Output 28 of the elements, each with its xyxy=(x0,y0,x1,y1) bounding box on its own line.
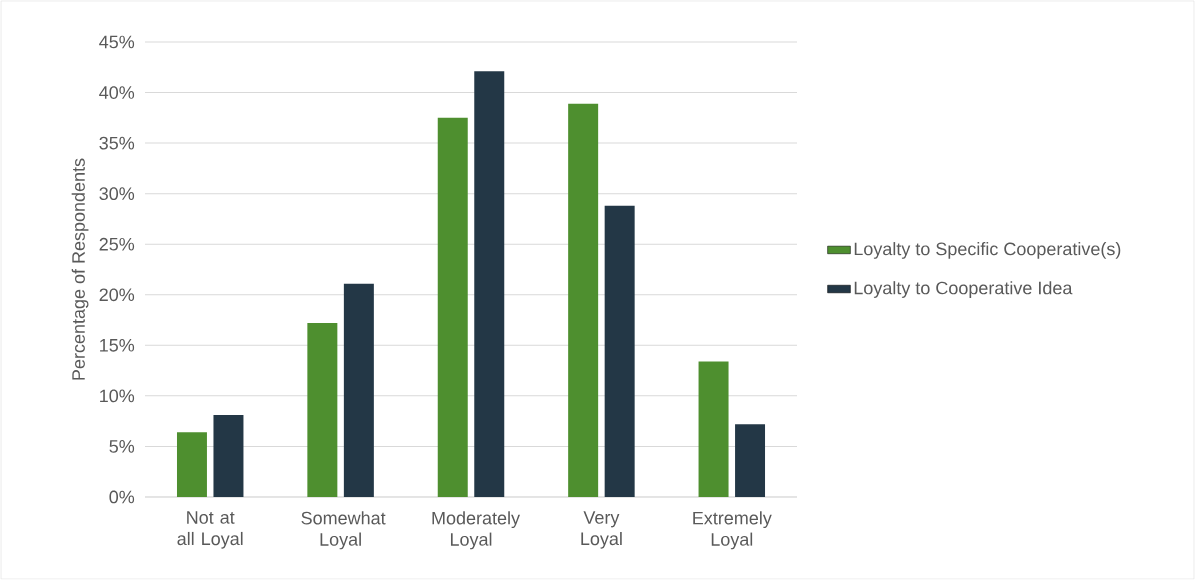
y-tick-label: 25% xyxy=(99,237,135,251)
y-tick-label: 0% xyxy=(109,490,135,504)
y-tick-label: 20% xyxy=(99,288,135,302)
x-tick-label: Somewhat Loyal xyxy=(301,511,386,550)
bar xyxy=(176,432,207,497)
bar xyxy=(343,283,374,497)
x-tick-label: Moderately Loyal xyxy=(432,511,521,550)
y-tick-label: 30% xyxy=(99,187,135,201)
y-tick-label: 5% xyxy=(109,440,135,453)
bar xyxy=(698,361,729,497)
y-tick-label: 45% xyxy=(99,35,135,49)
bar xyxy=(474,71,505,497)
legend-label: Loyalty to Specific Cooperative(s) xyxy=(854,242,1121,259)
bar xyxy=(437,117,468,497)
y-tick-label: 15% xyxy=(100,338,135,352)
y-tick-label: 40% xyxy=(99,86,135,99)
bar xyxy=(568,103,599,497)
y-tick-label: 10% xyxy=(100,389,135,403)
x-tick-label: Very Loyal xyxy=(581,511,622,549)
y-tick-label: 35% xyxy=(99,136,135,150)
x-tick-label: Not at all Loyal xyxy=(177,511,243,549)
bar xyxy=(213,415,244,497)
legend-label: Loyalty to Cooperative Idea xyxy=(854,281,1073,298)
bar xyxy=(604,205,635,497)
bar xyxy=(735,424,766,497)
y-axis-title: Percentage of Respondents xyxy=(71,158,89,380)
bar xyxy=(307,323,338,497)
x-tick-label: Extremely Loyal xyxy=(693,511,772,550)
